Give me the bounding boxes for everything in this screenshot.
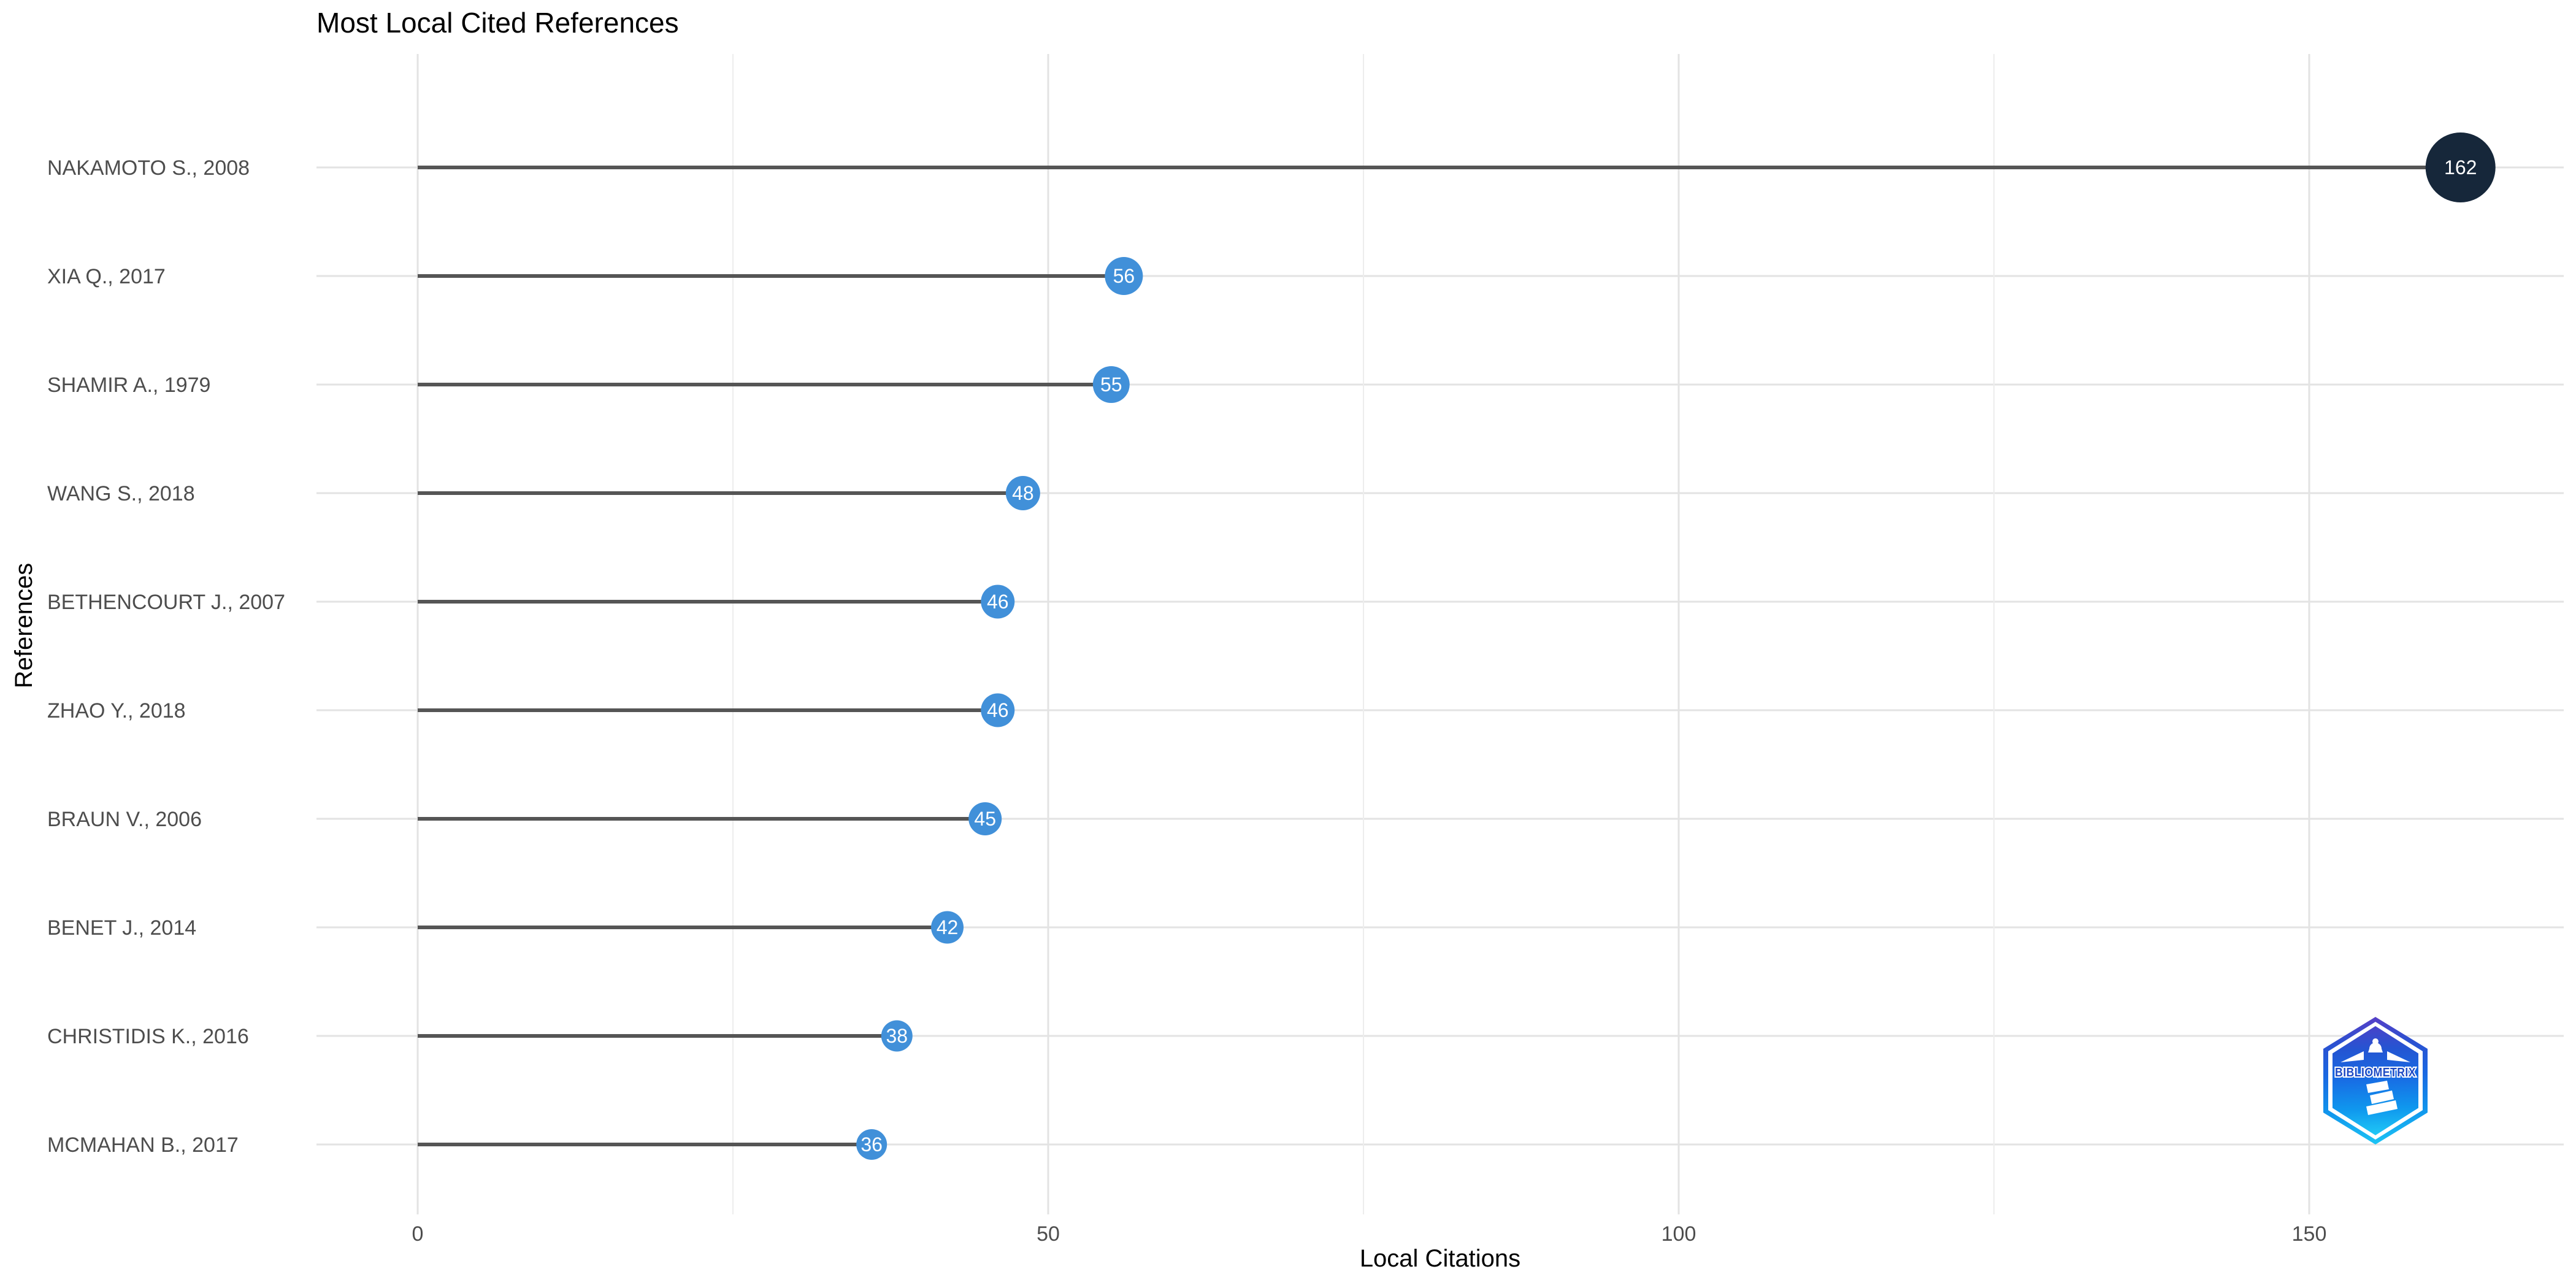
data-point-value: 55: [1100, 374, 1122, 396]
data-point-value: 36: [861, 1133, 883, 1156]
data-point-dot: [856, 1129, 887, 1160]
category-label: MCMAHAN B., 2017: [47, 1133, 239, 1157]
data-point-value: 46: [987, 591, 1009, 613]
category-label: BENET J., 2014: [47, 916, 196, 940]
data-point-value: 46: [987, 699, 1009, 721]
data-point-dot: [981, 585, 1015, 619]
data-point-dot: [881, 1020, 913, 1052]
data-point-dot: [1092, 366, 1130, 403]
x-tick-label: 50: [1037, 1222, 1060, 1246]
category-label: BETHENCOURT J., 2007: [47, 591, 285, 614]
data-point-value: 162: [2444, 156, 2477, 178]
category-label: BRAUN V., 2006: [47, 808, 202, 831]
data-point-dot: [968, 802, 1002, 835]
data-point-dot: [1005, 476, 1040, 510]
lighthouse-icon: BIBLIOMETRIX: [2334, 1038, 2417, 1115]
x-tick-label: 100: [1662, 1222, 1696, 1246]
category-label: ZHAO Y., 2018: [47, 699, 186, 723]
x-axis-title: Local Citations: [1359, 1245, 1521, 1272]
category-label: SHAMIR A., 1979: [47, 374, 210, 397]
data-point-dot: [1105, 257, 1143, 295]
x-tick-label: 150: [2292, 1222, 2327, 1246]
bibliometrix-logo: BIBLIOMETRIX: [2323, 1017, 2428, 1144]
logo-wordmark: BIBLIOMETRIX: [2335, 1066, 2416, 1079]
category-label: XIA Q., 2017: [47, 265, 166, 288]
chart-title: Most Local Cited References: [316, 7, 679, 39]
category-label: CHRISTIDIS K., 2016: [47, 1025, 249, 1048]
data-point-value: 56: [1113, 265, 1135, 287]
data-point-dot: [981, 693, 1015, 727]
data-point-dot: [931, 911, 964, 944]
category-label: WANG S., 2018: [47, 482, 195, 505]
category-label: NAKAMOTO S., 2008: [47, 156, 250, 180]
data-point-value: 42: [937, 916, 959, 938]
data-point-value: 38: [886, 1025, 908, 1047]
data-point-value: 48: [1012, 482, 1034, 504]
data-point-dot: [2425, 132, 2496, 202]
data-point-value: 45: [974, 808, 996, 830]
x-tick-label: 0: [412, 1222, 424, 1246]
